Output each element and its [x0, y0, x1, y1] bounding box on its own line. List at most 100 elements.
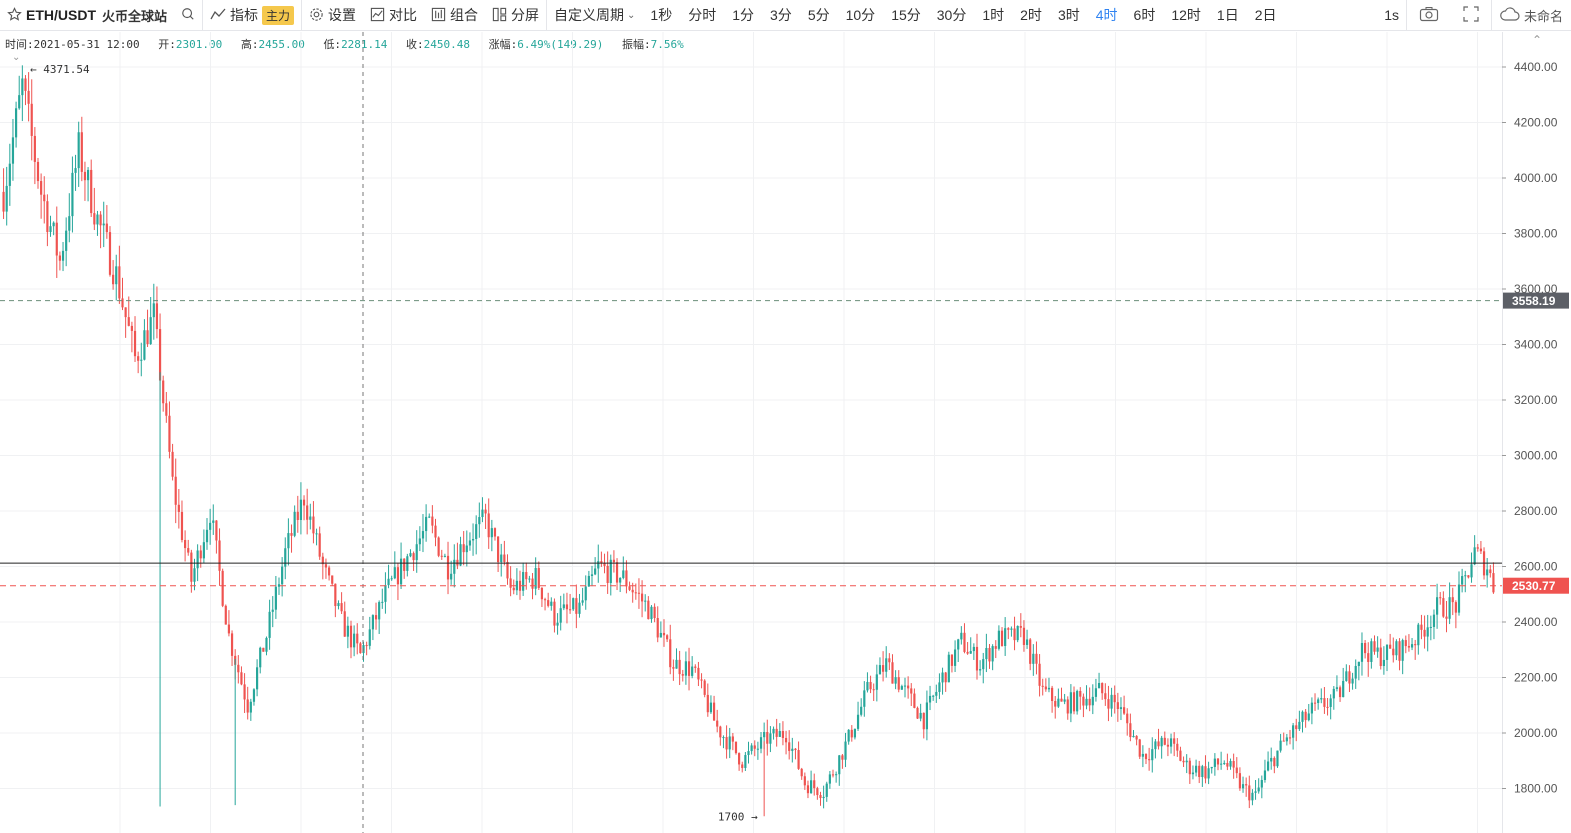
split-screen-button[interactable]: 分屏 — [485, 0, 546, 31]
candle-body — [309, 516, 312, 520]
candle-body — [957, 639, 960, 650]
candle-body — [697, 667, 700, 680]
candle-body — [437, 537, 440, 556]
period-button[interactable]: 30分 — [936, 7, 967, 23]
candle-body — [243, 684, 246, 700]
price-tick-label: 4000.00 — [1514, 171, 1558, 185]
candle-body — [681, 674, 684, 676]
period-button[interactable]: 2时 — [1020, 7, 1042, 23]
candle-body — [1091, 696, 1094, 706]
fullscreen-button[interactable] — [1451, 0, 1491, 31]
period-button[interactable]: 2日 — [1254, 7, 1277, 23]
compare-label: 对比 — [389, 7, 418, 23]
candle-body — [80, 132, 83, 172]
candle-body — [825, 783, 828, 797]
candle-body — [130, 325, 133, 331]
candle-body — [1476, 547, 1479, 549]
candle-body — [381, 601, 384, 603]
period-button[interactable]: 12时 — [1171, 7, 1201, 23]
candle-body — [1235, 767, 1238, 774]
period-button[interactable]: 15分 — [891, 7, 921, 23]
candle-body — [659, 632, 662, 638]
close-value: 2450.48 — [423, 38, 471, 51]
custom-period-dropdown[interactable]: 自定义周期 ⌄ — [547, 0, 642, 31]
candle-body — [252, 689, 256, 702]
candle-body — [1473, 547, 1476, 565]
symbol-search-button[interactable] — [174, 0, 202, 31]
candle-body — [1263, 770, 1267, 780]
exchange-name: 火币全球站 — [102, 8, 168, 24]
candle-body — [1057, 698, 1060, 707]
period-button[interactable]: 1分 — [732, 7, 755, 23]
candle-body — [553, 601, 556, 626]
candle-body — [24, 78, 27, 91]
save-layout-button[interactable]: 未命名 — [1492, 0, 1571, 31]
candle-body — [678, 659, 681, 675]
combo-button[interactable]: 组合 — [424, 0, 485, 31]
period-button[interactable]: 1日 — [1216, 7, 1239, 23]
compare-button[interactable]: 对比 — [363, 0, 424, 31]
candle-body — [249, 701, 252, 713]
candle-body — [230, 633, 234, 656]
period-button[interactable]: 6时 — [1133, 7, 1156, 23]
candle-body — [337, 603, 340, 607]
candle-body — [578, 602, 581, 614]
period-button[interactable]: 1时 — [982, 7, 1005, 23]
candle-body — [950, 654, 954, 666]
candle-body — [353, 633, 356, 648]
candle-body — [1429, 626, 1432, 628]
candle-body — [365, 645, 368, 647]
scroll-up-chevron-icon[interactable]: ⌃ — [1532, 33, 1542, 47]
candle-body — [1160, 737, 1163, 747]
candle-body — [281, 566, 284, 585]
candle-body — [606, 565, 609, 583]
candle-body — [262, 647, 265, 652]
candle-body — [640, 593, 644, 602]
candle-body — [562, 604, 565, 609]
candle-body — [1260, 779, 1263, 788]
indicators-button[interactable]: 指标 主力 — [203, 0, 301, 31]
price-axis[interactable]: 1800.00 2000.00 2200.00 2400.00 2600.00 2800.… — [1502, 32, 1569, 833]
fullscreen-icon — [1463, 5, 1479, 25]
candle-body — [1213, 758, 1216, 767]
candle-body — [127, 317, 130, 326]
candle-body — [1173, 738, 1176, 744]
chart-grid — [0, 32, 1502, 833]
period-button[interactable]: 10分 — [845, 7, 876, 23]
period-button[interactable]: 分时 — [688, 7, 717, 23]
candle-body — [722, 737, 725, 739]
candle-body — [1245, 784, 1248, 786]
candle-body — [378, 602, 381, 620]
candle-body — [997, 630, 1000, 649]
period-button[interactable]: 5分 — [807, 7, 830, 23]
candle-body — [650, 606, 653, 620]
candlestick-chart[interactable]: ← 4371.54 1700 → 1800.00 2000.00 2200.00 240… — [0, 32, 1571, 833]
screenshot-button[interactable] — [1407, 0, 1451, 31]
candle-body — [1019, 625, 1022, 628]
period-button[interactable]: 3时 — [1057, 7, 1080, 23]
period-button[interactable]: 3分 — [770, 7, 792, 23]
search-icon — [181, 7, 195, 24]
period-button[interactable]: 4时 — [1095, 7, 1118, 23]
candle-body — [960, 632, 963, 640]
candle-body — [838, 755, 841, 775]
candle-body — [212, 520, 215, 523]
candle-body — [985, 647, 988, 660]
collapse-legend-chevron-icon[interactable]: ⌄ — [12, 52, 21, 63]
candle-body — [1332, 688, 1335, 699]
settings-button[interactable]: 设置 — [302, 0, 363, 31]
candle-body — [894, 677, 897, 684]
interval-button[interactable]: 1s — [1377, 0, 1406, 31]
candle-body — [863, 690, 866, 707]
candle-body — [158, 329, 162, 381]
candle-body — [155, 303, 159, 330]
candle-body — [287, 533, 290, 549]
favorite-star-button[interactable]: ETH/USDT 火币全球站 — [0, 0, 174, 31]
candle-body — [168, 415, 171, 452]
interval-label: 1s — [1384, 7, 1399, 23]
candle-body — [1148, 759, 1151, 761]
candle-body — [36, 161, 40, 182]
candle-body — [656, 618, 659, 638]
candle-body — [68, 216, 71, 231]
period-button[interactable]: 1秒 — [650, 7, 673, 23]
